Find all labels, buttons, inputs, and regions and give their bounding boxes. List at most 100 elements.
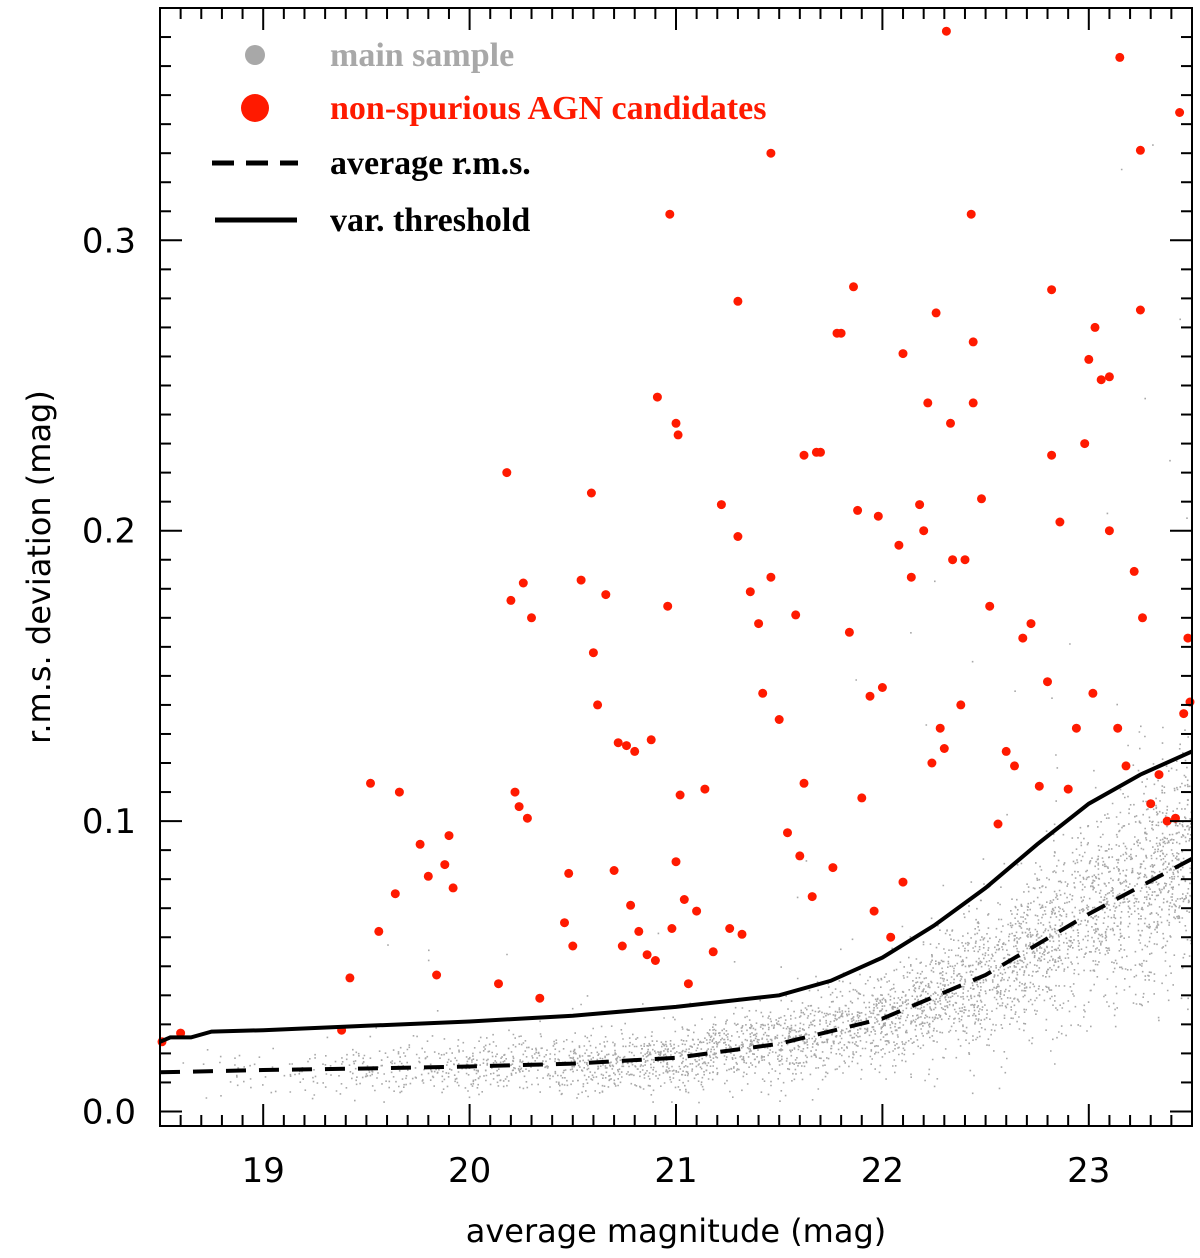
- agn-candidate-point: [650, 956, 660, 965]
- agn-candidate-point: [849, 282, 858, 292]
- agn-candidate-point: [906, 572, 916, 582]
- agn-candidate-point: [1090, 322, 1100, 332]
- agn-candidate-point: [1047, 450, 1057, 460]
- agn-candidate-point: [873, 511, 883, 521]
- agn-candidate-point: [390, 889, 400, 899]
- agn-candidate-point: [1135, 305, 1145, 315]
- agn-candidate-point: [966, 209, 976, 219]
- agn-candidate-point: [568, 941, 578, 951]
- agn-candidate-point: [613, 738, 623, 748]
- agn-candidate-point: [560, 918, 569, 928]
- agn-candidate-point: [374, 926, 384, 936]
- agn-candidate-point: [886, 932, 896, 942]
- agn-candidate-point: [679, 895, 689, 904]
- agn-candidate-point: [1175, 108, 1185, 117]
- agn-candidate-point: [444, 831, 454, 841]
- legend-label-average-rms: average r.m.s.: [330, 145, 531, 182]
- agn-candidate-point: [423, 871, 433, 881]
- agn-candidate-point: [1146, 799, 1156, 809]
- x-tick-label: 22: [861, 1151, 904, 1191]
- agn-candidate-point: [176, 1028, 186, 1038]
- agn-candidate-point: [791, 610, 801, 620]
- agn-candidate-point: [1001, 746, 1011, 756]
- agn-candidate-point: [518, 578, 528, 588]
- agn-candidate-point: [692, 906, 702, 916]
- agn-candidate-point: [915, 500, 925, 510]
- agn-candidate-point: [985, 601, 995, 611]
- x-tick-label: 21: [654, 1151, 697, 1191]
- agn-candidate-point: [626, 900, 636, 910]
- agn-candidate-point: [799, 450, 809, 460]
- agn-candidate-point: [1096, 375, 1106, 385]
- main-sample-points: [182, 144, 1193, 1104]
- agn-candidate-point: [700, 784, 710, 794]
- agn-candidate-point: [832, 328, 842, 338]
- agn-candidate-point: [1179, 709, 1189, 719]
- main-sample-cloud: [182, 144, 1193, 1104]
- var-threshold-line: [159, 749, 1193, 1044]
- agn-candidate-point: [415, 839, 425, 849]
- agn-candidate-points: [157, 26, 1195, 1047]
- agn-candidate-point: [494, 979, 503, 989]
- agn-candidate-point: [894, 540, 904, 550]
- agn-candidate-point: [1047, 285, 1057, 295]
- agn-candidate-point: [716, 500, 726, 510]
- legend-label-agn: non-spurious AGN candidates: [330, 90, 766, 127]
- agn-candidate-point: [844, 627, 854, 637]
- agn-candidate-point: [1183, 633, 1193, 643]
- agn-candidate-point: [1162, 816, 1172, 826]
- x-tick-label: 19: [242, 1151, 285, 1191]
- agn-candidate-point: [514, 802, 524, 812]
- agn-candidate-point: [1113, 723, 1123, 733]
- average-rms-line: [159, 857, 1193, 1075]
- agn-candidate-point: [522, 813, 532, 823]
- plot-frame: [159, 7, 1193, 1127]
- agn-candidate-point: [795, 851, 805, 861]
- agn-candidate-point: [993, 819, 1003, 829]
- agn-candidate-point: [828, 863, 838, 873]
- agn-candidate-point: [448, 883, 458, 893]
- agn-candidate-point: [733, 532, 743, 541]
- agn-candidate-point: [898, 877, 908, 887]
- agn-candidate-point: [665, 209, 675, 219]
- legend-label-main-sample: main sample: [330, 37, 514, 74]
- agn-candidate-point: [754, 619, 764, 629]
- agn-candidate-point: [634, 926, 644, 936]
- y-tick-label: 0.2: [82, 512, 136, 552]
- legend-marker-main-sample: [245, 45, 265, 65]
- agn-candidate-point: [783, 828, 792, 838]
- agn-candidate-point: [1104, 372, 1114, 382]
- x-tick-label: 23: [1067, 1151, 1110, 1191]
- agn-candidate-point: [1138, 613, 1147, 623]
- agn-candidate-point: [1018, 633, 1028, 643]
- agn-candidate-point: [652, 392, 662, 402]
- agn-candidate-point: [898, 349, 908, 359]
- agn-candidate-point: [745, 587, 755, 597]
- agn-candidate-point: [502, 468, 512, 478]
- agn-candidate-point: [1010, 761, 1019, 771]
- agn-candidate-point: [766, 572, 776, 582]
- agn-candidate-point: [1115, 52, 1125, 62]
- agn-candidate-point: [564, 868, 574, 878]
- y-tick-label: 0.0: [82, 1092, 136, 1132]
- legend-label-var-threshold: var. threshold: [330, 202, 530, 239]
- agn-candidate-point: [671, 418, 681, 428]
- agn-candidate-point: [510, 787, 520, 797]
- agn-candidate-point: [857, 793, 867, 803]
- agn-candidate-point: [923, 398, 933, 408]
- agn-candidate-point: [586, 488, 596, 498]
- agn-candidate-point: [968, 398, 978, 408]
- x-axis-ticks: [179, 8, 1193, 1126]
- agn-candidate-point: [1080, 439, 1090, 449]
- agn-candidate-point: [869, 906, 879, 916]
- agn-candidate-point: [394, 787, 404, 797]
- agn-candidate-point: [811, 447, 821, 457]
- agn-candidate-point: [1084, 354, 1094, 364]
- agn-candidate-point: [630, 746, 640, 756]
- agn-candidate-point: [919, 526, 929, 536]
- agn-candidate-point: [956, 700, 966, 710]
- agn-candidate-point: [1129, 566, 1139, 576]
- agn-candidate-point: [675, 790, 685, 800]
- agn-candidate-point: [774, 715, 784, 724]
- agn-candidate-point: [1121, 761, 1131, 771]
